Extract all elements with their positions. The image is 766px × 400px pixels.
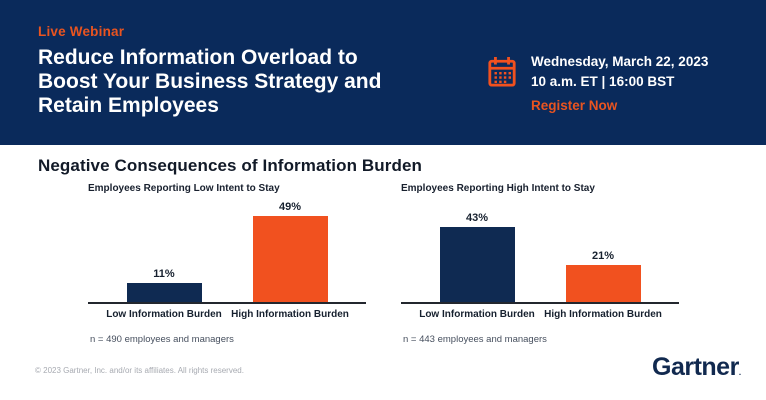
event-date: Wednesday, March 22, 2023 [531, 54, 709, 69]
banner: Live Webinar Reduce Information Overload… [0, 0, 766, 145]
bar-low-information-burden [439, 226, 515, 302]
chart-title: Employees Reporting Low Intent to Stay [88, 183, 280, 194]
chart-low-intent-to-stay: Employees Reporting Low Intent to Stay 1… [88, 183, 366, 345]
bar-high-information-burden [565, 265, 641, 302]
bar-group-low-information-burden: 43% [417, 212, 537, 302]
x-axis: Low Information Burden High Information … [88, 302, 366, 321]
copyright-text: © 2023 Gartner, Inc. and/or its affiliat… [35, 366, 244, 375]
content-section: Negative Consequences of Information Bur… [0, 145, 766, 400]
bar-group-high-information-burden: 21% [543, 250, 663, 302]
gartner-logo: Gartner. [652, 353, 741, 382]
event-time: 10 a.m. ET | 16:00 BST [531, 73, 675, 89]
bar-high-information-burden [252, 216, 328, 302]
bar-value-label: 21% [591, 250, 615, 263]
plot-area: 11% 49% [88, 196, 366, 302]
chart-high-intent-to-stay: Employees Reporting High Intent to Stay … [401, 183, 679, 345]
calendar-icon [488, 57, 516, 87]
section-heading: Negative Consequences of Information Bur… [38, 156, 423, 175]
x-axis-label: High Information Burden [544, 309, 662, 320]
x-axis-label: Low Information Burden [106, 309, 222, 320]
event-details: Wednesday, March 22, 2023 10 a.m. ET | 1… [487, 52, 708, 116]
chart-title: Employees Reporting High Intent to Stay [401, 183, 595, 194]
x-axis: Low Information Burden High Information … [401, 302, 679, 321]
bar-group-low-information-burden: 11% [104, 268, 224, 302]
bar-group-high-information-burden: 49% [230, 201, 350, 302]
live-webinar-label: Live Webinar [38, 24, 125, 39]
title-line-3: Retain Employees [38, 94, 219, 118]
gartner-logo-text: Gartner [652, 353, 739, 381]
plot-area: 43% 21% [401, 196, 679, 302]
sample-size-note: n = 490 employees and managers [90, 334, 234, 345]
title-line-2: Boost Your Business Strategy and [38, 70, 382, 94]
bar-value-label: 49% [278, 201, 302, 214]
register-now-link[interactable]: Register Now [531, 98, 618, 114]
bar-value-label: 43% [465, 211, 489, 224]
webinar-title: Reduce Information Overload to Boost You… [38, 46, 381, 118]
bar-value-label: 11% [153, 267, 175, 280]
bar-low-information-burden [126, 282, 202, 302]
x-axis-label: Low Information Burden [419, 309, 535, 320]
event-text: Wednesday, March 22, 2023 10 a.m. ET | 1… [531, 52, 708, 116]
sample-size-note: n = 443 employees and managers [403, 334, 547, 345]
x-axis-label: High Information Burden [231, 309, 349, 320]
title-line-1: Reduce Information Overload to [38, 46, 358, 69]
registered-mark: . [738, 368, 741, 377]
